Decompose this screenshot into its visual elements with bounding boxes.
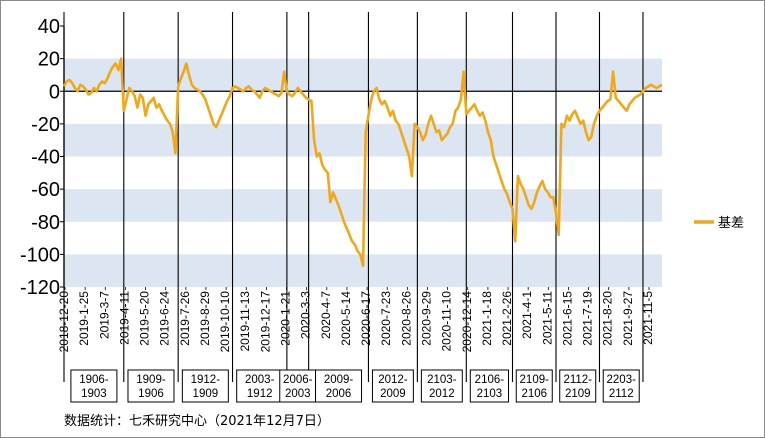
contract-box-11: [602, 369, 640, 403]
x-tick-label: 2021-7-19: [581, 291, 595, 346]
x-tick-label: 2021-4-1: [520, 291, 534, 339]
x-tick-label: 2019-5-20: [138, 291, 152, 346]
contract-label-8: 2103: [477, 388, 503, 400]
x-tick-label: 2020-4-7: [319, 291, 333, 339]
contract-box-3: [236, 369, 284, 403]
x-tick-label: 2019-8-29: [198, 291, 212, 346]
contract-label-10: 2109: [565, 388, 591, 400]
x-tick-label: 2019-12-17: [258, 291, 272, 353]
x-tick-label: 2020-5-14: [339, 291, 353, 346]
series-line-basis: [62, 57, 663, 268]
band-0: [64, 58, 662, 92]
contract-label-6: 2012-: [378, 374, 408, 386]
y-tick-label: -40: [31, 147, 60, 169]
x-tick-label: 2019-10-10: [218, 291, 232, 353]
contract-box-2: [181, 369, 229, 403]
contract-label-2: 1912-: [191, 374, 221, 386]
x-tick-label: 2019-7-26: [178, 291, 192, 346]
y-tick-label: 20: [38, 49, 60, 71]
contract-box-9: [515, 369, 553, 403]
contract-label-1: 1909-: [136, 374, 166, 386]
x-tick-label: 2020-8-26: [399, 291, 413, 346]
contract-box-1: [127, 369, 175, 403]
x-tick-label: 2021-1-18: [480, 291, 494, 346]
contract-box-0: [70, 369, 118, 403]
contract-label-3: 1912: [247, 388, 273, 400]
contract-label-4: 2006-: [283, 374, 313, 386]
x-tick-label: 2020-1-21: [279, 291, 293, 346]
contract-box-6: [371, 369, 414, 403]
legend-label: 基差: [718, 216, 744, 231]
contract-box-8: [469, 369, 510, 403]
contract-label-8: 2106-: [475, 374, 505, 386]
contract-label-11: 2112: [609, 388, 634, 400]
contract-label-3: 2003-: [245, 374, 275, 386]
x-tick-label: 2021-5-11: [540, 291, 554, 345]
x-tick-label: 2021-9-27: [621, 291, 635, 346]
contract-label-5: 2006: [326, 388, 352, 400]
contract-label-11: 2203-: [607, 374, 637, 386]
y-tick-label: -120: [20, 277, 60, 299]
x-tick-label: 2019-1-25: [77, 291, 91, 346]
contract-box-10: [559, 369, 597, 403]
x-tick-label: 2021-8-20: [601, 291, 615, 346]
contract-box-5: [315, 369, 363, 403]
contract-box-7: [420, 369, 463, 403]
x-tick-label: 2019-6-24: [158, 291, 172, 346]
y-tick-label: -100: [20, 244, 60, 266]
x-tick-label: 2021-2-26: [500, 291, 514, 346]
contract-label-1: 1906: [138, 388, 164, 400]
x-tick-label: 2019-4-11: [117, 291, 131, 345]
contract-label-6: 2009: [380, 388, 406, 400]
contract-label-0: 1903: [81, 388, 107, 400]
x-tick-label: 2020-9-29: [419, 291, 433, 346]
y-tick-label: -60: [31, 179, 60, 201]
y-tick-label: 0: [49, 81, 60, 103]
x-tick-label: 2021-6-15: [560, 291, 574, 346]
contract-label-0: 1906-: [79, 374, 109, 386]
source-note: 数据统计：七禾研究中心（2021年12月7日）: [64, 414, 330, 429]
band-1: [64, 123, 662, 157]
x-tick-label: 2019-11-13: [238, 291, 252, 352]
y-tick-label: 40: [38, 16, 60, 38]
y-tick-label: -80: [31, 212, 60, 234]
x-tick-label: 2020-11-10: [440, 291, 454, 352]
y-tick-label: -20: [31, 114, 60, 136]
x-tick-label: 2020-3-3: [299, 291, 313, 339]
contract-label-9: 2109-: [520, 374, 550, 386]
contract-label-7: 2012: [429, 388, 455, 400]
contract-label-5: 2009-: [324, 374, 354, 386]
x-tick-label: 2019-3-7: [97, 291, 111, 339]
contract-label-4: 2003: [285, 388, 311, 400]
x-tick-label: 2020-7-23: [379, 291, 393, 346]
contract-label-2: 1909: [193, 388, 219, 400]
contract-box-4: [279, 369, 317, 403]
x-tick-label: 2021-11-5: [641, 291, 655, 345]
x-tick-label: 2020-6-17: [359, 291, 373, 346]
contract-label-9: 2106: [521, 388, 547, 400]
contract-label-7: 2103-: [427, 374, 457, 386]
contract-label-10: 2112-: [563, 374, 592, 386]
